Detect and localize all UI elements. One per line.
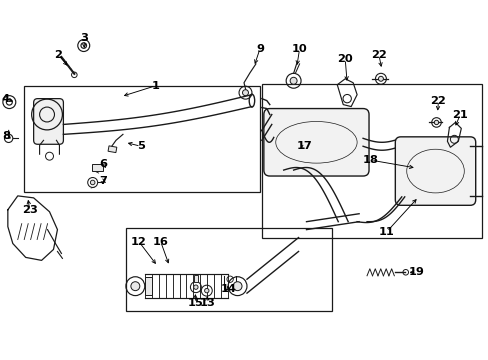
Text: 2: 2 (54, 50, 62, 60)
Text: 17: 17 (296, 141, 312, 151)
Text: 14: 14 (220, 284, 236, 294)
Circle shape (131, 282, 140, 291)
Text: 4: 4 (2, 94, 10, 104)
Circle shape (193, 285, 198, 289)
Text: 7: 7 (99, 176, 107, 186)
Text: 18: 18 (362, 155, 378, 165)
Text: 23: 23 (21, 205, 38, 215)
Bar (24, 86, 259, 192)
Text: 8: 8 (2, 131, 10, 141)
Bar (108, 146, 117, 153)
Text: 19: 19 (408, 267, 424, 277)
FancyBboxPatch shape (394, 137, 475, 205)
Text: 16: 16 (152, 237, 168, 247)
Text: 10: 10 (291, 44, 307, 54)
Bar (144, 277, 151, 295)
Circle shape (81, 43, 86, 48)
Text: 3: 3 (80, 33, 88, 43)
Bar (262, 84, 481, 238)
Text: 22: 22 (430, 96, 446, 105)
Bar (92, 164, 102, 171)
Text: 20: 20 (337, 54, 352, 64)
Text: 12: 12 (131, 237, 146, 247)
Text: 22: 22 (370, 50, 386, 60)
Text: 6: 6 (99, 159, 107, 169)
Circle shape (242, 90, 248, 96)
Text: 15: 15 (187, 298, 203, 308)
Bar (193, 275, 198, 282)
Circle shape (378, 76, 383, 81)
FancyBboxPatch shape (264, 109, 368, 176)
Text: 9: 9 (255, 44, 264, 54)
Circle shape (6, 99, 12, 105)
Bar (126, 228, 332, 311)
Text: 13: 13 (199, 298, 215, 308)
Circle shape (233, 282, 242, 291)
Text: 11: 11 (378, 226, 394, 237)
Circle shape (433, 120, 438, 125)
Text: 21: 21 (451, 109, 467, 120)
Circle shape (90, 180, 95, 185)
Text: 1: 1 (151, 81, 159, 91)
Circle shape (204, 288, 208, 293)
Text: 5: 5 (137, 141, 144, 151)
FancyBboxPatch shape (34, 99, 63, 144)
Circle shape (289, 77, 297, 84)
